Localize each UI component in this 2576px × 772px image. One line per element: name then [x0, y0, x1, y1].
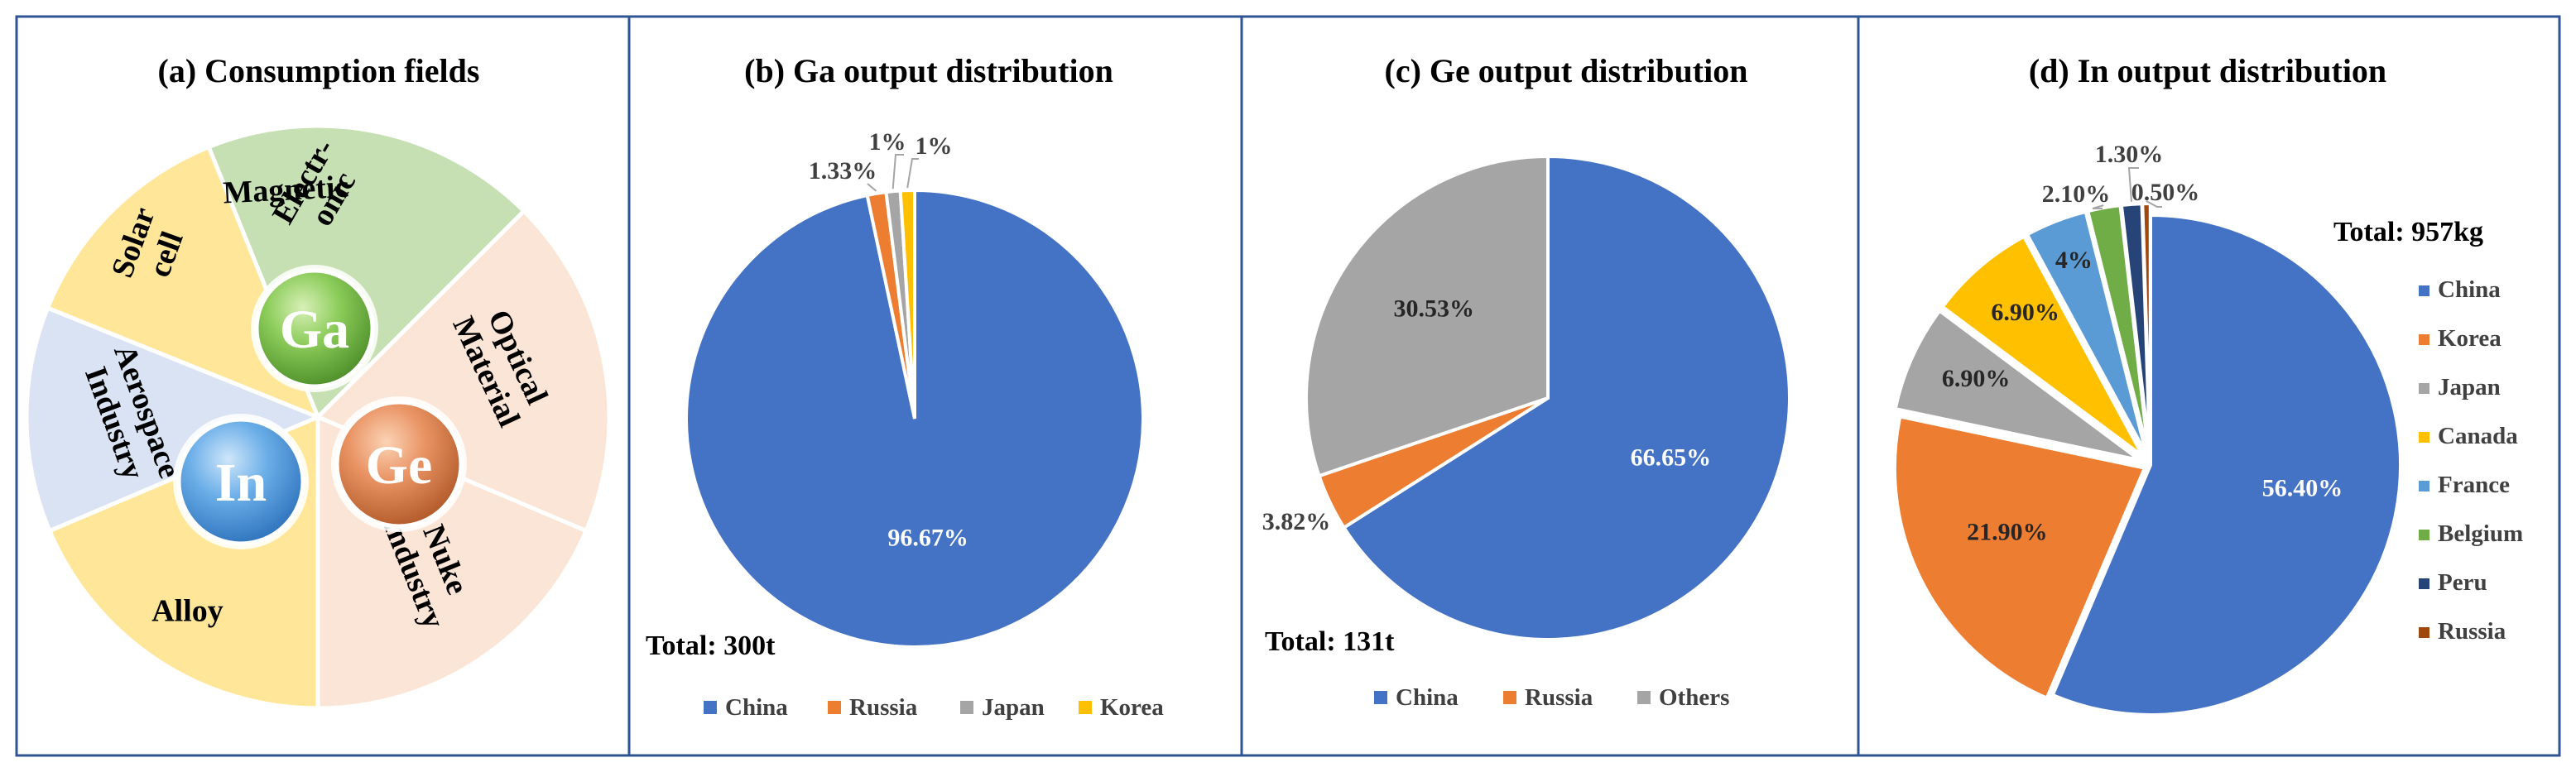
wheel-segment-solar-cell [45, 144, 322, 421]
wheel-segment-aerospace-industry [24, 304, 324, 534]
ga-legend: China Russia Japan Korea [704, 694, 1164, 721]
leader-japan [892, 154, 904, 189]
data-label-russia: 0.50% [2131, 179, 2200, 206]
slice-japan [1893, 308, 2141, 463]
legend-swatch-russia [1503, 691, 1516, 704]
panel-d-total: Total: 957kg [2333, 217, 2483, 247]
legend-swatch-japan [2419, 383, 2429, 394]
wheel-segment-optical-material [314, 208, 612, 534]
slice-korea [1892, 415, 2147, 701]
legend-swatch-canada [2419, 432, 2429, 443]
leader-belgium [2092, 204, 2104, 209]
legend-swatch-china [704, 701, 717, 714]
legend-swatch-china [2419, 285, 2429, 296]
data-label-russia: 1.33% [809, 157, 877, 185]
slice-china [2050, 213, 2402, 717]
leader-peru [2127, 167, 2139, 202]
data-label-korea: 1% [916, 132, 953, 160]
in-legend: China Korea Japan Canada France Belgium Peru Ru… [2419, 276, 2523, 645]
legend-label-others: Others [1659, 684, 1729, 711]
data-label-others: 30.53% [1394, 295, 1475, 322]
data-label-canada: 6.90% [1991, 299, 2059, 326]
legend-label-belgium: Belgium [2438, 520, 2523, 547]
slice-france [2025, 209, 2148, 455]
slice-canada [1939, 234, 2145, 458]
data-label-china: 56.40% [2262, 474, 2343, 501]
wheel-label-magnetic: Magnetic [222, 170, 349, 211]
element-orbs: Ga Ge In [173, 265, 467, 549]
ge-legend: China Russia Others [1374, 684, 1729, 711]
wheel-label-alloy: Alloy [151, 594, 223, 629]
legend-swatch-peru [2419, 578, 2429, 589]
legend-swatch-korea [1079, 701, 1092, 714]
panel-b-title: (b) Ga output distribution [744, 52, 1113, 89]
slice-china [1341, 154, 1791, 641]
wheel-label-line: Alloy [151, 594, 223, 629]
legend-label-korea: Korea [2438, 325, 2502, 352]
panel-a-consumption-fields: (a) Consumption fields Electr-onicMagnet… [24, 52, 612, 711]
ga-label: Ga [280, 300, 349, 360]
legend-swatch-china [1374, 691, 1387, 704]
panel-a-title: (a) Consumption fields [158, 52, 480, 89]
panel-b-ga-distribution: (b) Ga output distribution 96.67%1.33%1%… [646, 52, 1164, 721]
in-label: In [215, 453, 267, 513]
legend-swatch-russia [828, 701, 841, 714]
in-orb: In [173, 414, 309, 549]
legend-swatch-russia [2419, 627, 2429, 638]
slice-others [1305, 154, 1550, 478]
legend-label-japan: Japan [2438, 374, 2501, 400]
legend-label-russia: Russia [1525, 684, 1593, 711]
consumption-wheel: Electr-onicMagneticOpticalMaterialNukeIn… [24, 123, 612, 711]
data-label-china: 66.65% [1631, 444, 1712, 472]
data-label-japan: 6.90% [1942, 365, 2011, 392]
legend-label-france: France [2438, 472, 2510, 498]
legend-label-peru: Peru [2438, 569, 2487, 596]
panel-frames [15, 15, 2561, 757]
slice-korea [898, 188, 916, 420]
ga-pie: 96.67%1.33%1% 1% [685, 128, 1145, 649]
leader-russia [2146, 200, 2162, 208]
legend-label-russia: Russia [2438, 618, 2506, 645]
ga-orb: Ga [251, 265, 378, 392]
in-pie: 56.40% 21.90% 6.90% 6.90% 4% 2.10% 1.30% 0.50% [1892, 141, 2402, 717]
leader-russia [867, 183, 877, 192]
wheel-label-line: Magnetic [222, 170, 349, 211]
wheel-segment-magnetic [205, 123, 527, 421]
ge-orb: Ge [331, 396, 467, 532]
panel-c-total: Total: 131t [1265, 626, 1395, 657]
legend-label-japan: Japan [982, 694, 1045, 721]
data-label-china: 96.67% [887, 525, 968, 552]
data-label-belgium: 2.10% [2042, 180, 2111, 208]
ge-label: Ge [366, 435, 433, 496]
data-label-russia: 3.82% [1262, 508, 1331, 535]
data-label-japan: 1% [869, 128, 906, 156]
legend-label-china: China [725, 694, 788, 721]
panel-c-ge-distribution: (c) Ge output distribution 66.65% 3.82% 30… [1262, 52, 1791, 711]
legend-label-korea: Korea [1100, 694, 1164, 721]
legend-swatch-korea [2419, 334, 2429, 345]
data-label-france: 4% [2055, 247, 2093, 274]
panel-b-total: Total: 300t [646, 631, 776, 661]
panel-d-in-distribution: (d) In output distribution 56.40% 21.90% 6… [1892, 52, 2523, 717]
leader-korea [906, 158, 919, 189]
panel-c-title: (c) Ge output distribution [1385, 52, 1748, 89]
legend-label-canada: Canada [2438, 423, 2518, 449]
legend-swatch-others [1637, 691, 1651, 704]
ge-pie: 66.65% 3.82% 30.53% [1262, 154, 1791, 641]
legend-label-china: China [2438, 276, 2501, 303]
legend-swatch-france [2419, 481, 2429, 491]
data-label-peru: 1.30% [2095, 141, 2164, 168]
legend-swatch-japan [960, 701, 973, 714]
legend-label-china: China [1396, 684, 1459, 711]
legend-swatch-belgium [2419, 530, 2429, 540]
data-label-korea: 21.90% [1967, 518, 2048, 545]
panel-d-frame [1857, 15, 2561, 757]
legend-label-russia: Russia [849, 694, 918, 721]
panel-d-title: (d) In output distribution [2029, 52, 2386, 89]
